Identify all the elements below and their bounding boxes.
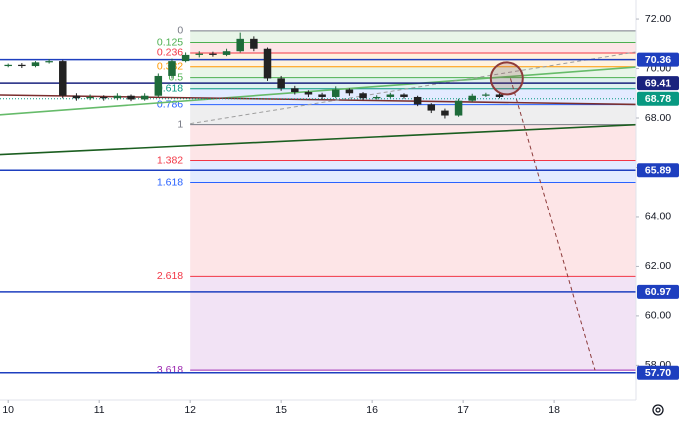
fib-zone [190,160,636,183]
candle-body [86,96,94,99]
candle-body [4,64,12,67]
candle-body [386,94,395,97]
y-tick-label: 68.00 [645,112,671,124]
price-tag-label: 60.97 [645,286,671,298]
price-tag-label: 68.78 [645,93,671,105]
fib-label: 1.618 [157,176,183,188]
fib-label: 0.618 [157,83,183,95]
x-tick-label: 11 [94,404,105,416]
price-tag-label: 70.36 [645,54,671,66]
price-tag-label: 69.41 [645,77,671,89]
price-tag [637,365,679,380]
candle-body [45,61,53,63]
candle-body [291,88,299,93]
x-tick-label: 10 [2,404,14,416]
price-tag [637,91,679,106]
price-tag-label: 57.70 [645,367,671,379]
candle-body [113,95,122,99]
trend-line [190,51,637,125]
trend-line [509,78,596,371]
trend-line [0,123,637,156]
fib-zone [190,104,636,125]
fib-label: 1 [177,118,183,130]
candle-body [154,75,163,96]
fib-zone [190,30,636,43]
candle-body [454,100,463,116]
fib-label: 0.786 [157,98,183,110]
price-tag [637,284,679,299]
candle-body [99,96,108,99]
fib-zone [190,66,636,78]
candle-body [482,94,490,96]
candle-body [127,95,135,100]
candle-body [140,95,149,100]
candle-body [359,93,367,99]
candle-body [222,51,231,55]
x-tick-label: 16 [366,404,378,416]
gear-outline[interactable] [652,404,664,416]
candle-body [413,96,422,105]
price-tag [637,52,679,67]
x-tick-label: 18 [548,404,560,416]
gear-center[interactable] [655,407,661,413]
candle-body [304,92,313,95]
trend-line [0,66,637,116]
fib-label: 1.382 [157,154,183,166]
highlight-circle [489,61,524,96]
fib-label: 0.125 [157,36,183,48]
candle-body [277,78,285,89]
plot-area: 00.1250.2360.3820.50.6180.78611.3821.618… [0,25,637,376]
candle-body [18,64,26,67]
fib-label: 0 [177,25,183,37]
y-tick-label: 64.00 [645,211,671,223]
fib-zone [190,182,636,277]
settings-icon[interactable] [652,404,664,416]
x-tick-label: 15 [275,404,287,416]
candle-body [427,104,436,111]
fib-zone [190,276,636,371]
candle-body [195,53,204,55]
candle-body [181,54,190,62]
candle-body [495,94,504,97]
trend-line [0,94,637,106]
fib-zone [190,88,636,105]
candle-body [468,95,476,101]
price-tag [637,163,679,178]
candle-body [209,53,217,55]
candle-body [250,38,258,49]
y-tick-label: 62.00 [645,260,671,272]
fib-label: 0.236 [157,47,183,59]
candle-body [318,94,326,97]
candle-body [72,95,81,99]
candle-body [331,89,340,97]
y-tick-label: 60.00 [645,310,671,322]
price-tag-label: 65.89 [645,164,671,176]
candle-body [400,94,408,97]
fib-label: 2.618 [157,270,183,282]
candle-body [31,62,40,67]
y-tick-label: 72.00 [645,13,671,25]
candle-body [59,61,67,96]
candle-body [168,61,176,76]
x-tick-label: 12 [184,404,196,416]
candle-body [236,38,244,52]
price-tag [637,76,679,91]
x-tick-label: 17 [457,404,469,416]
candle-body [263,48,272,79]
candle-body [441,110,449,116]
candle-body [372,96,381,99]
fib-zone [190,42,636,53]
candle-body [345,89,354,94]
fib-label: 3.618 [157,364,183,376]
